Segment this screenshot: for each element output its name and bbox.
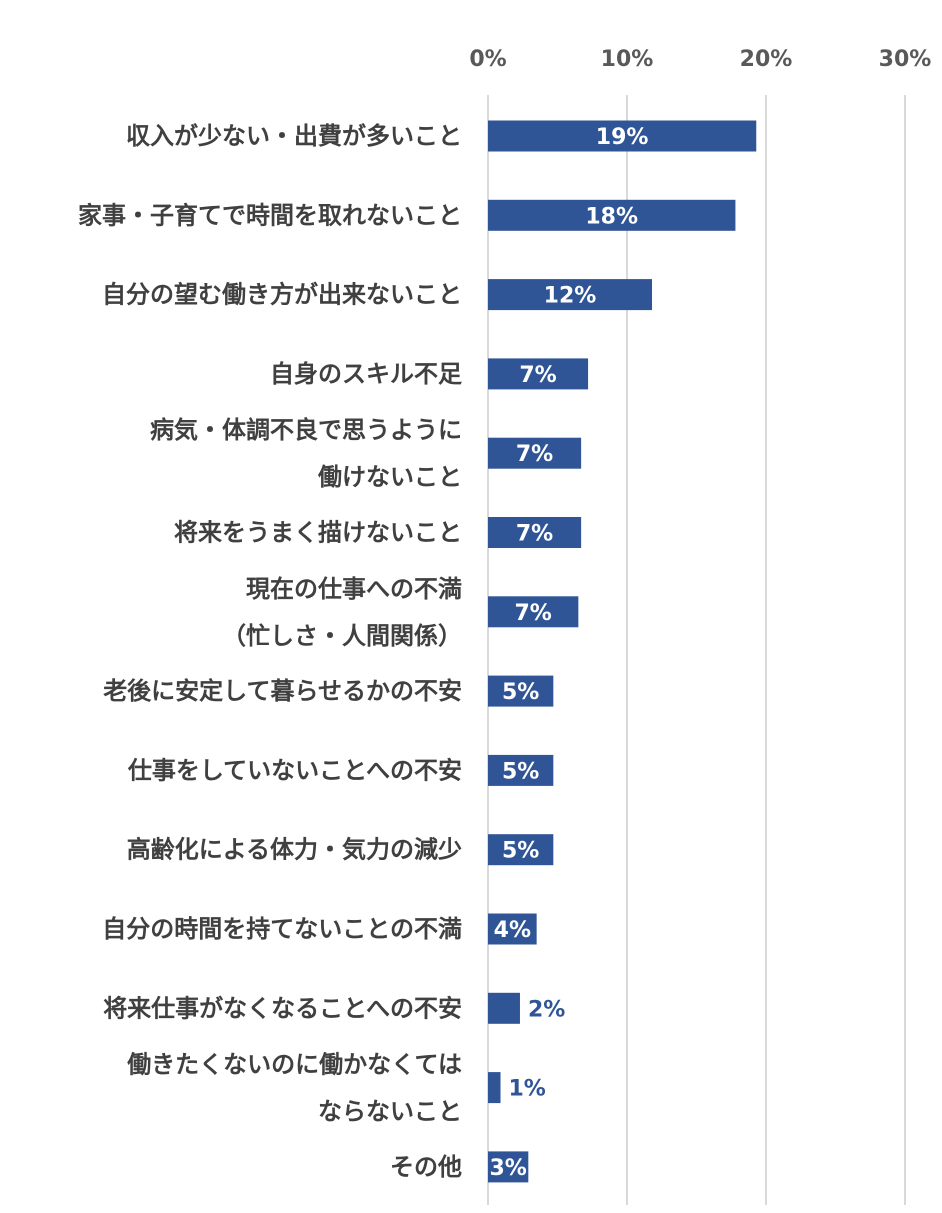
category-label: 収入が少ない・出費が多いこと [126, 122, 462, 150]
bar [488, 992, 520, 1024]
category-label: 働けないこと [317, 463, 462, 491]
data-label: 18% [585, 204, 638, 229]
category-label: 自分の時間を持てないことの不満 [102, 915, 462, 943]
category-label: 高齢化による体力・気力の減少 [127, 836, 462, 864]
category-labels: 収入が少ない・出費が多いこと家事・子育てで時間を取れないこと自分の望む働き方が出… [78, 122, 462, 1181]
category-label: 家事・子育てで時間を取れないこと [78, 201, 462, 229]
data-label: 7% [516, 522, 553, 547]
x-axis-ticks: 0% 10% 20% 30% [469, 47, 931, 72]
data-label: 5% [502, 839, 539, 864]
grid-layer [487, 95, 906, 1205]
data-label: 5% [502, 680, 539, 705]
data-label: 3% [489, 1156, 526, 1181]
bar [488, 358, 589, 390]
category-label: 現在の仕事への不満 [246, 575, 462, 603]
bar [488, 437, 582, 469]
bar [488, 120, 757, 152]
category-label: 将来をうまく描けないこと [174, 519, 462, 547]
x-tick-label: 0% [469, 47, 506, 72]
bar [488, 834, 554, 866]
bar [488, 675, 554, 707]
data-label: 7% [516, 442, 553, 467]
data-label: 7% [519, 363, 556, 388]
bars [488, 120, 757, 1183]
category-label: その他 [390, 1153, 462, 1181]
category-label: 自身のスキル不足 [270, 360, 462, 388]
category-label: （忙しさ・人間関係） [222, 622, 462, 650]
bar [488, 1072, 501, 1104]
category-label: 自分の望む働き方が出来ないこと [102, 281, 462, 309]
bar [488, 1151, 529, 1183]
data-label: 19% [596, 125, 649, 150]
category-label: ならないこと [318, 1098, 462, 1126]
data-label: 5% [502, 759, 539, 784]
category-label: 仕事をしていないことへの不安 [127, 756, 462, 784]
category-label: 働きたくないのに働かなくては [126, 1051, 462, 1079]
x-tick-label: 20% [740, 47, 793, 72]
data-label: 12% [544, 284, 597, 309]
bar [488, 754, 554, 786]
data-label: 4% [494, 918, 531, 943]
x-tick-label: 30% [879, 47, 932, 72]
data-label: 2% [528, 997, 565, 1022]
bar [488, 279, 653, 311]
bar [488, 913, 537, 945]
category-label: 老後に安定して暮らせるかの不安 [103, 677, 462, 705]
category-label: 病気・体調不良で思うように [150, 416, 462, 444]
data-label: 1% [509, 1077, 546, 1102]
bar [488, 517, 582, 548]
category-label: 将来仕事がなくなることへの不安 [103, 994, 462, 1022]
data-label: 7% [514, 601, 551, 626]
bar [488, 596, 579, 628]
data-labels: 19% 18% 12% 7% 7% 7% 7% 5% 5% 5% 4% 2% 1% 3% [489, 125, 648, 1181]
bar [488, 199, 736, 231]
x-tick-label: 10% [601, 47, 654, 72]
